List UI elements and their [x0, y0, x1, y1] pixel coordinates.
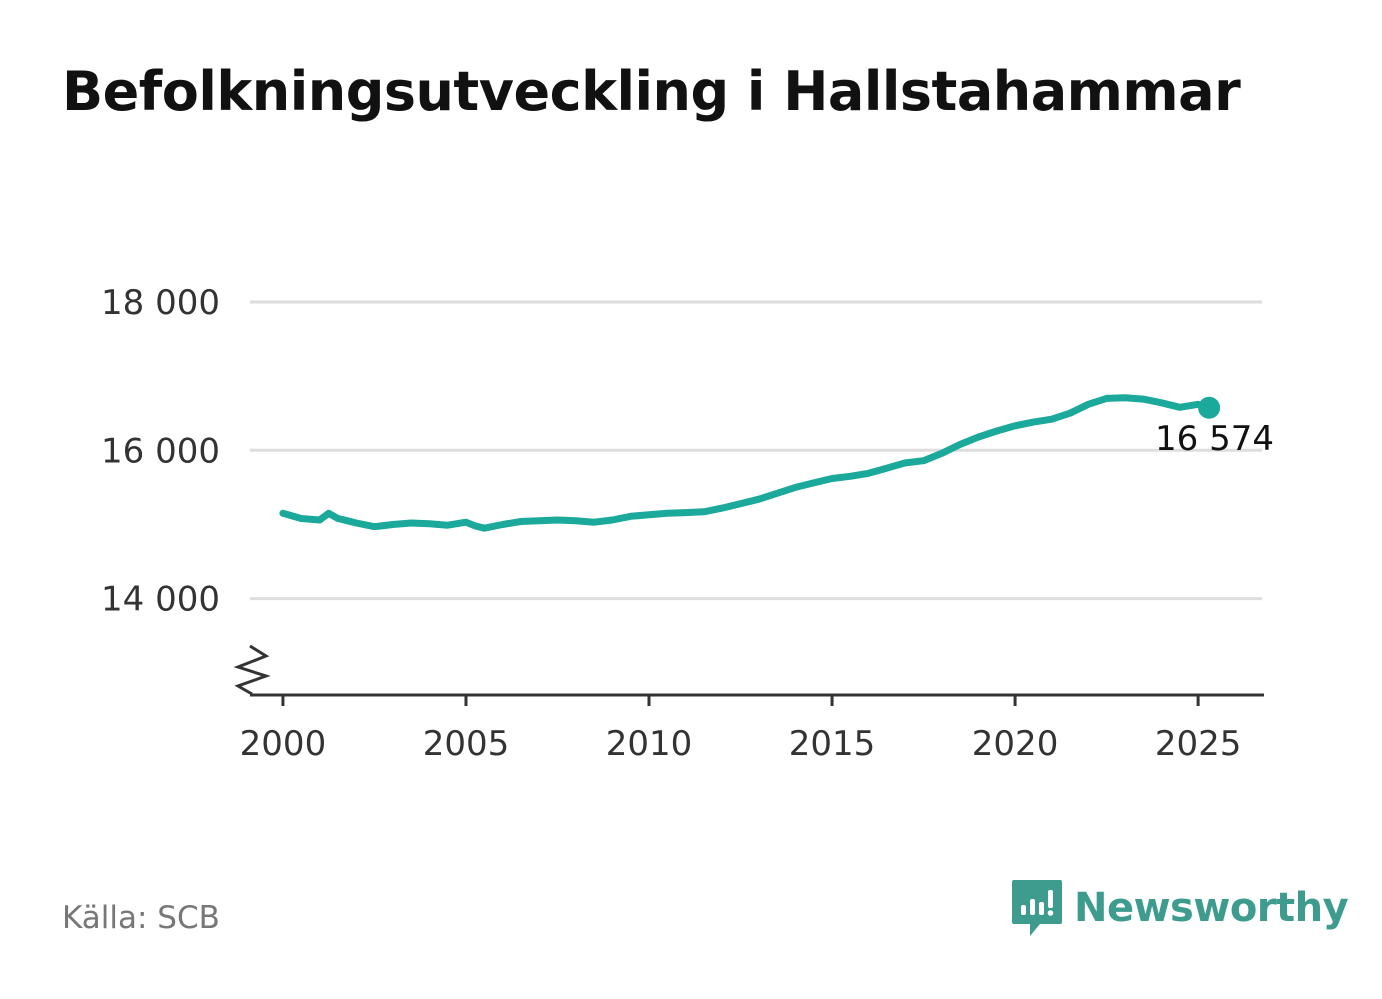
y-axis-break-mark: [233, 644, 271, 696]
newsworthy-logo-icon: [1012, 880, 1062, 936]
x-axis: [233, 644, 1264, 706]
chart-title: Befolkningsutveckling i Hallstahammar: [62, 60, 1241, 123]
last-point-marker: [1198, 396, 1221, 419]
series-line: [279, 394, 1213, 532]
x-tick-label: 2025: [1155, 724, 1242, 764]
x-tick-label: 2005: [423, 724, 510, 764]
x-tick-label: 2015: [789, 724, 876, 764]
last-point-label: 16 574: [1155, 419, 1274, 459]
x-tick-label: 2000: [240, 724, 327, 764]
source-note: Källa: SCB: [62, 900, 220, 936]
x-tick-label: 2020: [972, 724, 1059, 764]
x-axis-tick-labels: 2000 2005 2010 2015 2020 2025: [240, 724, 1242, 764]
x-tick-label: 2010: [606, 724, 693, 764]
gridlines: [250, 300, 1262, 601]
series-group: 16 574: [279, 394, 1274, 532]
y-tick-label: 14 000: [101, 580, 220, 620]
logo-text: Newsworthy: [1074, 885, 1349, 931]
newsworthy-logo: Newsworthy: [1010, 878, 1349, 938]
y-tick-label: 16 000: [101, 431, 220, 471]
y-tick-label: 18 000: [101, 283, 220, 323]
y-axis-tick-labels: 14 000 16 000 18 000: [101, 283, 220, 620]
